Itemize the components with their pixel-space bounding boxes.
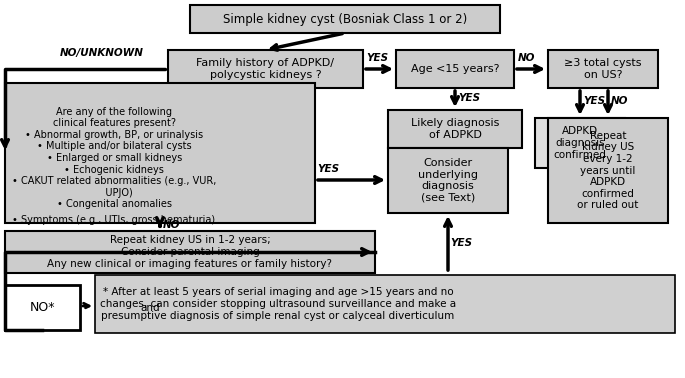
Text: Are any of the following
clinical features present?
• Abnormal growth, BP, or ur: Are any of the following clinical featur… [12, 107, 216, 209]
FancyBboxPatch shape [5, 285, 80, 330]
Text: • Symptoms (e.g., UTIs, gross hematuria): • Symptoms (e.g., UTIs, gross hematuria) [12, 215, 215, 225]
FancyBboxPatch shape [548, 50, 658, 88]
Text: Repeat
kidney US
every 1-2
years until
ADPKD
confirmed
or ruled out: Repeat kidney US every 1-2 years until A… [577, 131, 638, 210]
Text: Age <15 years?: Age <15 years? [411, 64, 499, 74]
FancyBboxPatch shape [5, 83, 315, 223]
Text: ≥3 total cysts
on US?: ≥3 total cysts on US? [564, 58, 642, 80]
FancyBboxPatch shape [95, 275, 675, 333]
FancyBboxPatch shape [396, 50, 514, 88]
Text: YES: YES [317, 164, 339, 174]
Text: NO: NO [611, 96, 629, 106]
Text: NO/UNKNOWN: NO/UNKNOWN [60, 48, 144, 58]
Text: Simple kidney cyst (Bosniak Class 1 or 2): Simple kidney cyst (Bosniak Class 1 or 2… [223, 12, 467, 25]
FancyBboxPatch shape [5, 231, 375, 273]
Text: Consider
underlying
diagnosis
(see Text): Consider underlying diagnosis (see Text) [418, 158, 478, 203]
Text: Likely diagnosis
of ADPKD: Likely diagnosis of ADPKD [411, 118, 499, 140]
FancyBboxPatch shape [548, 118, 668, 223]
Text: ADPKD
diagnosis
confirmed: ADPKD diagnosis confirmed [553, 126, 606, 160]
Text: Family history of ADPKD/
polycystic kidneys ?: Family history of ADPKD/ polycystic kidn… [197, 58, 334, 80]
Text: YES: YES [458, 93, 480, 103]
FancyBboxPatch shape [388, 110, 522, 148]
Text: YES: YES [450, 238, 472, 248]
Text: YES: YES [583, 96, 605, 106]
Text: YES: YES [366, 53, 388, 63]
FancyBboxPatch shape [388, 148, 508, 213]
FancyBboxPatch shape [168, 50, 363, 88]
Text: NO*: NO* [29, 301, 55, 314]
Text: Repeat kidney US in 1-2 years;
Consider parental imaging
Any new clinical or ima: Repeat kidney US in 1-2 years; Consider … [47, 235, 332, 269]
Text: NO: NO [163, 220, 181, 230]
Text: * After at least 5 years of serial imaging and age >15 years and no
changes, can: * After at least 5 years of serial imagi… [100, 287, 456, 321]
Text: and: and [140, 303, 160, 313]
FancyBboxPatch shape [535, 118, 625, 168]
FancyBboxPatch shape [190, 5, 500, 33]
Text: NO: NO [518, 53, 536, 63]
